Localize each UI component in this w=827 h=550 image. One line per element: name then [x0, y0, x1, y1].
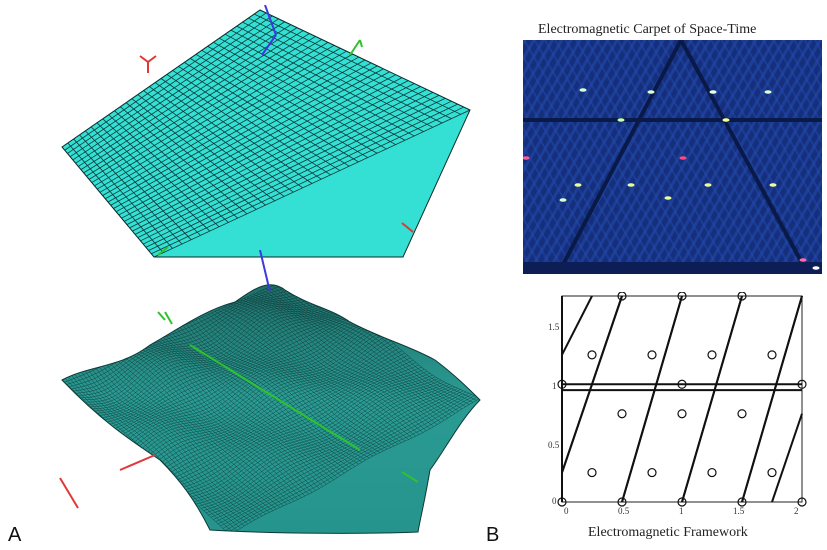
- axis-triad-red: [139, 55, 157, 73]
- axis-triad-green: [349, 39, 363, 56]
- framework-node: [617, 497, 627, 507]
- flat-mesh-figure: [61, 5, 471, 258]
- carpet-bright-spot: [722, 118, 730, 122]
- framework-node: [677, 409, 687, 419]
- carpet-bright-spot: [627, 183, 635, 187]
- panel-label-a: A: [8, 524, 22, 546]
- x-tick-label: 2: [794, 506, 799, 516]
- carpet-bright-spot: [679, 156, 687, 160]
- framework-node: [677, 379, 687, 389]
- wavy-mesh-figure: [59, 250, 481, 534]
- carpet-bright-spot: [764, 90, 772, 94]
- framework-plot: [557, 292, 807, 507]
- panel-label-b: B: [486, 524, 500, 546]
- carpet-bright-spot: [647, 90, 655, 94]
- framework-node: [557, 379, 567, 389]
- carpet-bright-spot: [664, 196, 672, 200]
- carpet-bright-spot: [704, 183, 712, 187]
- carpet-bright-spot: [579, 88, 587, 92]
- framework-node: [647, 467, 657, 478]
- carpet-bright-spot: [709, 90, 717, 94]
- framework-node: [587, 467, 597, 478]
- framework-node: [557, 497, 567, 507]
- framework-title: Electromagnetic Framework: [588, 525, 748, 540]
- x-tick-label: 0: [564, 506, 569, 516]
- framework-node: [737, 409, 747, 419]
- framework-node: [617, 409, 627, 419]
- framework-node: [737, 497, 747, 507]
- axis-line-red-left: [59, 477, 79, 509]
- axis-line-green-short: [157, 246, 169, 256]
- flat-mesh-surface: [61, 9, 471, 258]
- carpet-bright-spot: [559, 198, 567, 202]
- framework-node: [647, 350, 657, 360]
- axis-line-green-right: [401, 471, 419, 483]
- carpet-bright-spot: [812, 266, 820, 270]
- axis-line-blue-lower: [259, 250, 271, 293]
- framework-node: [797, 379, 807, 389]
- framework-node: [797, 497, 807, 507]
- carpet-dark-lines: [523, 40, 822, 274]
- axis-line-red-short: [401, 222, 414, 233]
- carpet-bright-spot: [769, 183, 777, 187]
- x-tick-label: 1: [679, 506, 684, 516]
- framework-node: [737, 292, 747, 301]
- framework-node: [587, 350, 597, 360]
- framework-node: [677, 497, 687, 507]
- framework-node: [707, 467, 717, 478]
- wavy-mesh-surface: [61, 284, 481, 534]
- carpet-image: [523, 40, 822, 274]
- carpet-bright-spot: [574, 183, 582, 187]
- y-tick-label: 1.5: [548, 322, 560, 332]
- framework-node: [767, 350, 777, 360]
- framework-node: [617, 292, 627, 301]
- framework-node: [677, 292, 687, 301]
- carpet-title: Electromagnetic Carpet of Space-Time: [538, 22, 757, 37]
- y-tick-label: 1: [552, 381, 557, 391]
- carpet-bright-spot: [617, 118, 625, 122]
- framework-node: [767, 467, 777, 478]
- carpet-bright-spot: [799, 258, 807, 262]
- x-tick-label: 1.5: [733, 506, 745, 516]
- y-tick-label: 0: [552, 496, 557, 506]
- framework-node: [707, 350, 717, 360]
- axis-line-red-lower: [119, 454, 156, 471]
- x-tick-label: 0.5: [618, 506, 630, 516]
- axis-triad-green-lower: [157, 311, 361, 451]
- carpet-bright-spot: [523, 156, 530, 160]
- y-tick-label: 0.5: [548, 440, 560, 450]
- axis-line-blue: [261, 5, 277, 56]
